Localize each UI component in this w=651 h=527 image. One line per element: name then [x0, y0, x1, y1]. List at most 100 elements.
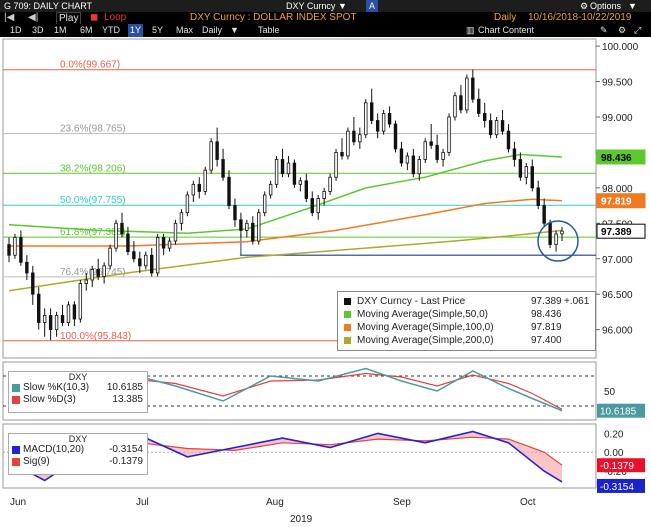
- candle: [251, 222, 255, 242]
- candle: [268, 183, 273, 196]
- candle: [310, 198, 314, 214]
- slowk-tag: [597, 403, 645, 418]
- candle: [144, 254, 148, 267]
- stoch-tick-label: 50: [604, 387, 616, 398]
- table-button[interactable]: Table: [258, 25, 280, 35]
- range-button-3d[interactable]: 3D: [32, 25, 44, 35]
- legend-ma100: Moving Average(Simple,100,0): [357, 322, 494, 333]
- candle: [102, 265, 106, 277]
- candle: [78, 283, 83, 320]
- candle: [530, 166, 534, 189]
- candle: [435, 144, 439, 160]
- candle: [221, 159, 225, 178]
- options-menu[interactable]: Options: [590, 1, 622, 11]
- candle: [316, 198, 320, 214]
- loop-icon[interactable]: ◼: [90, 12, 99, 23]
- frequency-dropdown[interactable]: Daily: [202, 25, 223, 35]
- candle: [482, 113, 487, 121]
- last-price-swatch: [344, 298, 351, 305]
- range-button-max[interactable]: Max: [176, 25, 194, 35]
- candle: [506, 130, 511, 150]
- date-range[interactable]: 10/16/2018-10/22/2019: [528, 12, 632, 23]
- candle: [494, 120, 499, 136]
- candle: [387, 113, 392, 125]
- legend-title-change: +.061: [564, 296, 590, 307]
- security-selector[interactable]: DXY Curncy: [286, 1, 336, 11]
- expand-icon[interactable]: ⤢: [634, 25, 642, 35]
- candle: [304, 180, 309, 199]
- slowk-swatch: [12, 384, 20, 392]
- ma100-swatch: [344, 324, 351, 331]
- range-button-6m[interactable]: 6M: [80, 25, 93, 35]
- candle: [465, 77, 469, 111]
- sig-swatch: [12, 458, 20, 466]
- legend-ma100-value: 97.819: [531, 322, 562, 333]
- macd-tick-label: 0.20: [604, 429, 624, 440]
- candle: [274, 159, 279, 185]
- y-tick-label: 96.500: [602, 290, 633, 301]
- candle: [37, 293, 41, 323]
- price-tag: [596, 149, 646, 165]
- slowd-label: Slow %D(3): [23, 394, 76, 405]
- candle: [19, 237, 23, 263]
- slowd-value: 13.385: [112, 394, 143, 405]
- fib-level-label: 23.6%(98.765): [60, 124, 126, 135]
- loop-button[interactable]: Loop: [104, 12, 127, 23]
- legend-ma50: Moving Average(Simple,50,0): [357, 309, 488, 320]
- candle: [227, 176, 231, 206]
- legend-ma50-value: 98.436: [531, 309, 562, 320]
- chevron-down-icon[interactable]: ▼: [628, 1, 637, 11]
- fib-level-label: 38.2%(98.206): [60, 163, 126, 174]
- slowk-label: Slow %K(10,3): [23, 382, 90, 393]
- a-button[interactable]: A: [366, 0, 379, 12]
- candle: [25, 261, 29, 274]
- edit-icon[interactable]: ✎: [600, 25, 608, 35]
- chevron-down-icon[interactable]: ▼: [230, 25, 239, 35]
- price-tag: [596, 223, 646, 239]
- chart-content-button[interactable]: Chart Content: [478, 25, 535, 35]
- macd-tick-label: 0.00: [604, 448, 624, 459]
- chevron-down-icon[interactable]: ▼: [338, 1, 347, 11]
- candle: [471, 77, 475, 100]
- candle: [500, 120, 505, 132]
- candle: [233, 205, 237, 221]
- y-tick-label: 99.000: [602, 113, 633, 124]
- candle: [554, 233, 558, 245]
- fib-level-label: 0.0%(99.667): [60, 60, 120, 71]
- chart-title: DXY Curncy : DOLLAR INDEX SPOT: [190, 12, 357, 23]
- candle: [114, 222, 118, 249]
- candle: [358, 134, 362, 143]
- sig-tag: [597, 458, 645, 473]
- rewind-icon[interactable]: |◀: [4, 12, 15, 23]
- stoch-title: DXY: [68, 372, 88, 382]
- candle: [370, 102, 374, 121]
- range-button-1d[interactable]: 1D: [10, 25, 22, 35]
- range-button-1y[interactable]: 1Y: [128, 24, 144, 37]
- macd-fill: [9, 431, 562, 482]
- range-button-1m[interactable]: 1M: [54, 25, 67, 35]
- candle: [453, 95, 457, 118]
- candle: [179, 212, 184, 224]
- settings-icon[interactable]: ⚙: [618, 25, 627, 35]
- candle: [239, 219, 243, 231]
- candle: [393, 123, 398, 150]
- candle: [13, 237, 17, 256]
- candle: [328, 176, 332, 192]
- slowk-value: 10.6185: [106, 382, 143, 393]
- candle: [459, 95, 463, 111]
- candle: [548, 222, 552, 245]
- macd-title: DXY: [68, 434, 88, 444]
- range-button-5y[interactable]: 5Y: [152, 25, 164, 35]
- gear-icon[interactable]: ⚙: [580, 1, 589, 11]
- candle: [536, 187, 540, 206]
- step-back-icon[interactable]: ◀|: [28, 12, 39, 23]
- candle: [7, 244, 11, 256]
- x-tick-label: Oct: [520, 497, 536, 508]
- candle: [96, 268, 100, 277]
- stoch-legend: DXY Slow %K(10,3) 10.6185 Slow %D(3) 13.…: [8, 371, 148, 413]
- candle: [417, 159, 421, 175]
- candle: [405, 155, 410, 164]
- candle: [518, 159, 523, 178]
- range-button-ytd[interactable]: YTD: [102, 25, 120, 35]
- candle: [292, 162, 297, 185]
